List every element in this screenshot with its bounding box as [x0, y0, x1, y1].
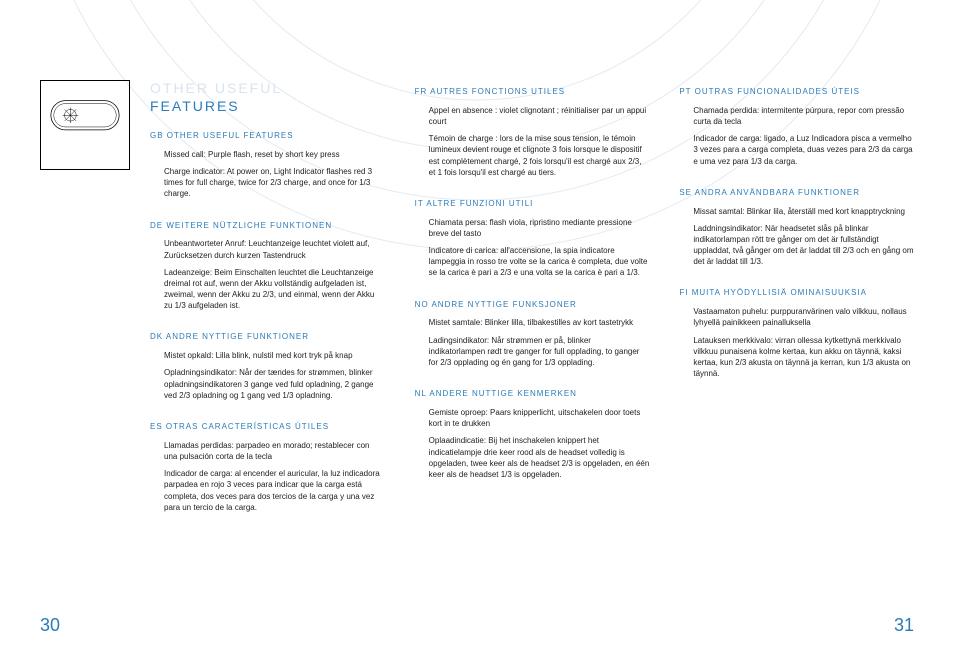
- lang-block-fi: FI MUITA HYÖDYLLISIÄ OMINAISUUKSIA Vastaa…: [679, 281, 914, 379]
- lang-paragraph: Unbeantworteter Anruf: Leuchtanzeige leu…: [150, 238, 385, 260]
- lang-paragraph: Chamada perdida: intermitente púrpura, r…: [679, 105, 914, 127]
- lang-header: SE ANDRA ANVÄNDBARA FUNKTIONER: [679, 181, 914, 202]
- lang-paragraph: Latauksen merkkivalo: virran ollessa kyt…: [679, 335, 914, 380]
- lang-code: DE: [150, 221, 166, 230]
- lang-code: NO: [415, 300, 432, 309]
- content-columns: OTHER USEFUL FEATURES GB OTHER USEFUL FE…: [150, 80, 914, 626]
- lang-title: OTRAS CARACTERÍSTICAS ÚTILES: [166, 422, 329, 431]
- lang-paragraph: Ladingsindikator: Når strømmen er på, bl…: [415, 335, 650, 369]
- lang-paragraph: Oplaadindicatie: Bij het inschakelen kni…: [415, 435, 650, 480]
- lang-title: OTHER USEFUL FEATURES: [167, 131, 294, 140]
- lang-header: PT OUTRAS FUNCIONALIDADES ÚTEIS: [679, 80, 914, 101]
- lang-block-no: NO ANDRE NYTTIGE FUNKSJONER Mistet samtal…: [415, 293, 650, 369]
- lang-block-it: IT ALTRE FUNZIONI UTILI Chiamata persa: f…: [415, 192, 650, 279]
- lang-block-dk: DK ANDRE NYTTIGE FUNKTIONER Mistet opkald…: [150, 325, 385, 401]
- column-2: FR AUTRES FONCTIONS UTILES Appel en absen…: [415, 80, 650, 626]
- lang-block-gb: GB OTHER USEFUL FEATURES Missed call: Pur…: [150, 124, 385, 200]
- lang-paragraph: Chiamata persa: flash viola, ripristino …: [415, 217, 650, 239]
- lang-header: GB OTHER USEFUL FEATURES: [150, 124, 385, 145]
- lang-code: DK: [150, 332, 166, 341]
- lang-paragraph: Llamadas perdidas: parpadeo en morado; r…: [150, 440, 385, 462]
- lang-paragraph: Indicador de carga: al encender el auric…: [150, 468, 385, 513]
- lang-paragraph: Ladeanzeige: Beim Einschalten leuchtet d…: [150, 267, 385, 312]
- lang-paragraph: Mistet opkald: Lilla blink, nulstil med …: [150, 350, 385, 361]
- lang-paragraph: Indicador de carga: ligado, a Luz Indica…: [679, 133, 914, 167]
- lang-title: ANDRA ANVÄNDBARA FUNKTIONER: [695, 188, 860, 197]
- lang-title: ANDERE NUTTIGE KENMERKEN: [429, 389, 577, 398]
- lang-paragraph: Gemiste oproep: Paars knipperlicht, uits…: [415, 407, 650, 429]
- lang-title: AUTRES FONCTIONS UTILES: [430, 87, 565, 96]
- lang-title: OUTRAS FUNCIONALIDADES ÚTEIS: [695, 87, 860, 96]
- lang-header: DK ANDRE NYTTIGE FUNKTIONER: [150, 325, 385, 346]
- lang-block-se: SE ANDRA ANVÄNDBARA FUNKTIONER Missat sam…: [679, 181, 914, 268]
- lang-paragraph: Missat samtal: Blinkar lila, återställ m…: [679, 206, 914, 217]
- lang-paragraph: Indicatore di carica: all'accensione, la…: [415, 245, 650, 279]
- main-title: FEATURES: [150, 98, 385, 114]
- lang-title: ALTRE FUNZIONI UTILI: [426, 199, 533, 208]
- lang-title: ANDRE NYTTIGE FUNKTIONER: [166, 332, 309, 341]
- lang-code: PT: [679, 87, 694, 96]
- lang-header: FR AUTRES FONCTIONS UTILES: [415, 80, 650, 101]
- lang-header: IT ALTRE FUNZIONI UTILI: [415, 192, 650, 213]
- page-number-left: 30: [40, 615, 60, 636]
- ghost-title: OTHER USEFUL: [150, 80, 385, 96]
- lang-header: ES OTRAS CARACTERÍSTICAS ÚTILES: [150, 415, 385, 436]
- lang-header: FI MUITA HYÖDYLLISIÄ OMINAISUUKSIA: [679, 281, 914, 302]
- lang-code: NL: [415, 389, 430, 398]
- lang-block-fr: FR AUTRES FONCTIONS UTILES Appel en absen…: [415, 80, 650, 178]
- lang-paragraph: Mistet samtale: Blinker lilla, tilbakest…: [415, 317, 650, 328]
- lang-paragraph: Opladningsindikator: Når der tændes for …: [150, 367, 385, 401]
- lang-block-pt: PT OUTRAS FUNCIONALIDADES ÚTEIS Chamada p…: [679, 80, 914, 167]
- page-number-right: 31: [894, 615, 914, 636]
- lang-title: ANDRE NYTTIGE FUNKSJONER: [431, 300, 576, 309]
- lang-code: SE: [679, 188, 694, 197]
- lang-block-nl: NL ANDERE NUTTIGE KENMERKEN Gemiste oproe…: [415, 382, 650, 480]
- lang-paragraph: Témoin de charge : lors de la mise sous …: [415, 133, 650, 178]
- lang-title: MUITA HYÖDYLLISIÄ OMINAISUUKSIA: [692, 288, 867, 297]
- lang-code: FR: [415, 87, 430, 96]
- lang-paragraph: Laddningsindikator: När headsetet slås p…: [679, 223, 914, 268]
- lang-header: DE WEITERE NÜTZLICHE FUNKTIONEN: [150, 214, 385, 235]
- lang-code: ES: [150, 422, 166, 431]
- lang-header: NL ANDERE NUTTIGE KENMERKEN: [415, 382, 650, 403]
- column-1: OTHER USEFUL FEATURES GB OTHER USEFUL FE…: [150, 80, 385, 626]
- lang-paragraph: Appel en absence : violet clignotant ; r…: [415, 105, 650, 127]
- lang-paragraph: Vastaamaton puhelu: purppuranvärinen val…: [679, 306, 914, 328]
- lang-block-de: DE WEITERE NÜTZLICHE FUNKTIONEN Unbeantwo…: [150, 214, 385, 312]
- lang-code: IT: [415, 199, 427, 208]
- lang-code: FI: [679, 288, 691, 297]
- lang-title: WEITERE NÜTZLICHE FUNKTIONEN: [166, 221, 332, 230]
- lang-header: NO ANDRE NYTTIGE FUNKSJONER: [415, 293, 650, 314]
- lang-paragraph: Missed call: Purple flash, reset by shor…: [150, 149, 385, 160]
- column-3: PT OUTRAS FUNCIONALIDADES ÚTEIS Chamada p…: [679, 80, 914, 626]
- lang-block-es: ES OTRAS CARACTERÍSTICAS ÚTILES Llamadas …: [150, 415, 385, 513]
- device-illustration: [40, 80, 130, 170]
- lang-code: GB: [150, 131, 167, 140]
- lang-paragraph: Charge indicator: At power on, Light Ind…: [150, 166, 385, 200]
